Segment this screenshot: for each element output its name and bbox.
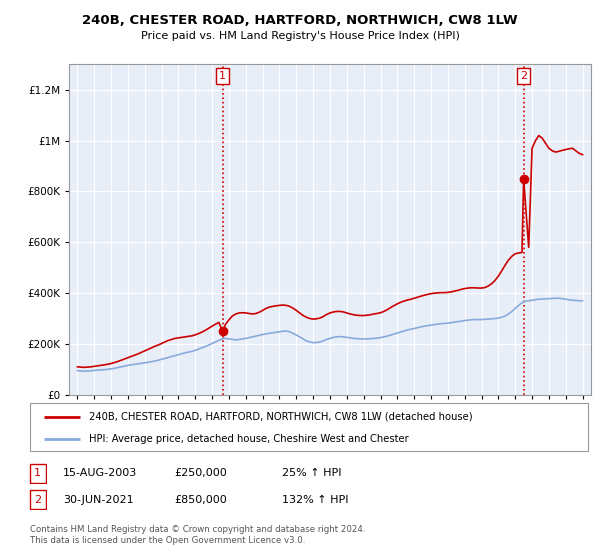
Text: 30-JUN-2021: 30-JUN-2021 (63, 494, 134, 505)
FancyBboxPatch shape (30, 490, 46, 509)
Text: 1: 1 (34, 468, 41, 478)
Text: £850,000: £850,000 (174, 494, 227, 505)
Text: £250,000: £250,000 (174, 468, 227, 478)
Text: HPI: Average price, detached house, Cheshire West and Chester: HPI: Average price, detached house, Ches… (89, 434, 409, 444)
Text: 2: 2 (34, 494, 41, 505)
Text: Price paid vs. HM Land Registry's House Price Index (HPI): Price paid vs. HM Land Registry's House … (140, 31, 460, 41)
Text: 1: 1 (219, 71, 226, 81)
Text: Contains HM Land Registry data © Crown copyright and database right 2024.
This d: Contains HM Land Registry data © Crown c… (30, 525, 365, 545)
FancyBboxPatch shape (30, 464, 46, 483)
Text: 15-AUG-2003: 15-AUG-2003 (63, 468, 137, 478)
Text: 2: 2 (520, 71, 527, 81)
Text: 25% ↑ HPI: 25% ↑ HPI (282, 468, 341, 478)
Text: 240B, CHESTER ROAD, HARTFORD, NORTHWICH, CW8 1LW (detached house): 240B, CHESTER ROAD, HARTFORD, NORTHWICH,… (89, 412, 472, 422)
Text: 132% ↑ HPI: 132% ↑ HPI (282, 494, 349, 505)
FancyBboxPatch shape (30, 403, 588, 451)
Text: 240B, CHESTER ROAD, HARTFORD, NORTHWICH, CW8 1LW: 240B, CHESTER ROAD, HARTFORD, NORTHWICH,… (82, 14, 518, 27)
